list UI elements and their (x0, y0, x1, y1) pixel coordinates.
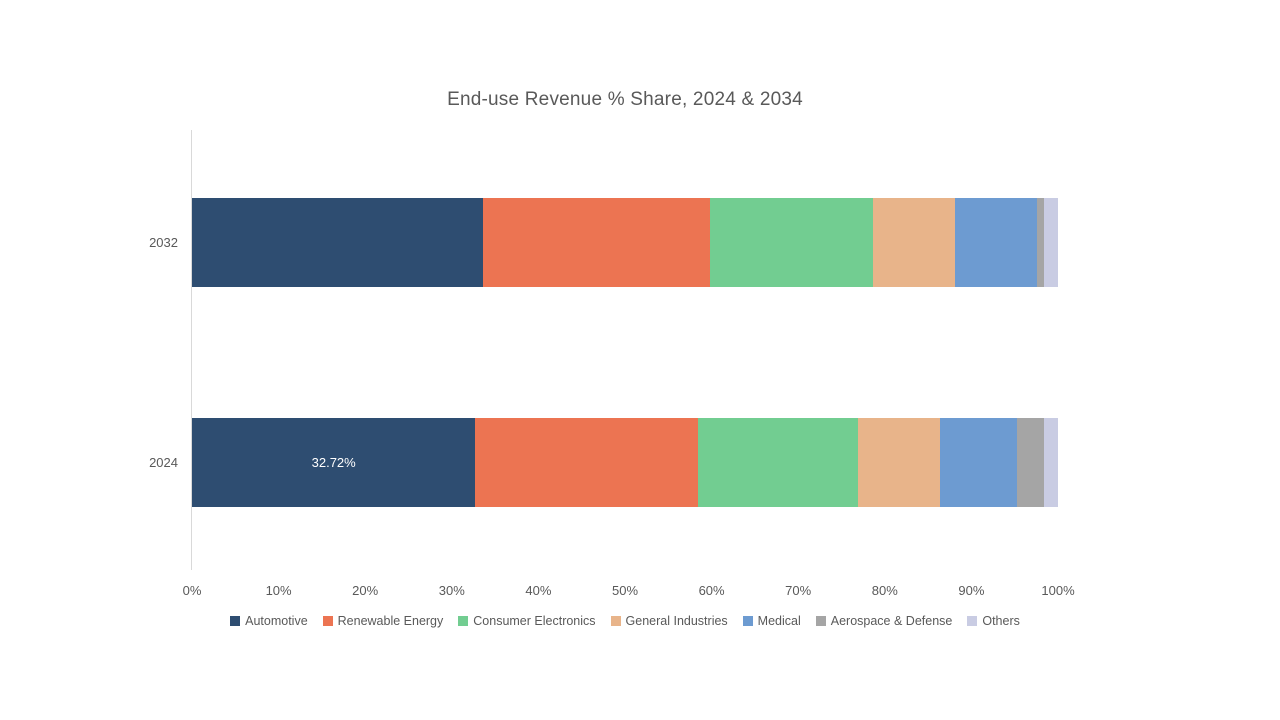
x-tick-label-40: 40% (525, 583, 552, 598)
x-tick-label-30: 30% (438, 583, 465, 598)
legend-label-renewable-energy: Renewable Energy (337, 614, 444, 628)
legend-item-consumer-electronics: Consumer Electronics (458, 614, 596, 628)
bar-row-2024: 2024 32.72% (149, 418, 1058, 507)
bar-segment-medical-2024 (940, 418, 1018, 507)
legend-label-consumer-electronics: Consumer Electronics (473, 614, 596, 628)
x-tick-label-60: 60% (698, 583, 725, 598)
legend-swatch-others (967, 616, 978, 626)
x-tick-label-20: 20% (352, 583, 379, 598)
legend-label-medical: Medical (757, 614, 801, 628)
bar-segment-consumer-electronics-2024 (697, 418, 859, 507)
bar-segment-aerospace-defense-2024 (1017, 418, 1045, 507)
data-label-automotive-2024: 32.72% (311, 455, 356, 470)
legend-swatch-automotive (230, 616, 241, 626)
legend-item-automotive: Automotive (230, 614, 308, 628)
bar-segment-aerospace-defense-2032 (1037, 198, 1045, 287)
x-tick-label-50: 50% (611, 583, 639, 598)
bar-segment-renewable-energy-2032 (482, 198, 710, 287)
legend-swatch-renewable-energy (322, 616, 333, 626)
bar-segment-consumer-electronics-2032 (709, 198, 873, 287)
bar-segment-automotive-2032 (192, 198, 483, 287)
legend-swatch-general-industries (610, 616, 621, 626)
chart-title: End-use Revenue % Share, 2024 & 2034 (447, 89, 803, 110)
bar-segment-automotive-2024: 32.72% (192, 418, 476, 507)
legend-item-general-industries: General Industries (610, 614, 728, 628)
bar-segment-renewable-energy-2024 (475, 418, 698, 507)
legend-label-general-industries: General Industries (625, 614, 728, 628)
legend-swatch-consumer-electronics (458, 616, 469, 626)
x-axis-ticks: 0% 10% 20% 30% 40% 50% 60% 70% 80% 90% 100% (183, 583, 1075, 601)
legend-label-automotive: Automotive (245, 614, 308, 628)
x-tick-label-10: 10% (265, 583, 292, 598)
legend-item-aerospace-defense: Aerospace & Defense (815, 614, 953, 628)
x-tick-label-100: 100% (1041, 583, 1075, 598)
x-tick-label-0: 0% (182, 583, 202, 598)
legend-item-renewable-energy: Renewable Energy (322, 614, 444, 628)
plot-area: 2032 2024 32.72% 0% 10% 20% 30% 40% 50% 60% 70% 80… (149, 130, 1075, 598)
legend: Automotive Renewable Energy Consumer Elect… (0, 614, 1250, 628)
legend-label-aerospace-defense: Aerospace & Defense (830, 614, 953, 628)
y-axis-line (191, 130, 192, 570)
x-tick-label-90: 90% (958, 583, 985, 598)
bar-segment-general-industries-2032 (872, 198, 955, 287)
bar-segment-general-industries-2024 (858, 418, 941, 507)
x-tick-label-70: 70% (785, 583, 812, 598)
legend-item-others: Others (967, 614, 1020, 628)
bar-segment-others-2032 (1044, 198, 1058, 287)
bar-segment-others-2024 (1044, 418, 1058, 507)
legend-swatch-medical (742, 616, 753, 626)
x-tick-label-80: 80% (871, 583, 898, 598)
legend-item-medical: Medical (742, 614, 801, 628)
legend-swatch-aerospace-defense (815, 616, 826, 626)
category-label-2024: 2024 (149, 455, 178, 470)
bar-row-2032: 2032 (149, 198, 1058, 287)
legend-label-others: Others (982, 614, 1020, 628)
category-label-2032: 2032 (149, 235, 178, 250)
bar-segment-medical-2032 (954, 198, 1038, 287)
